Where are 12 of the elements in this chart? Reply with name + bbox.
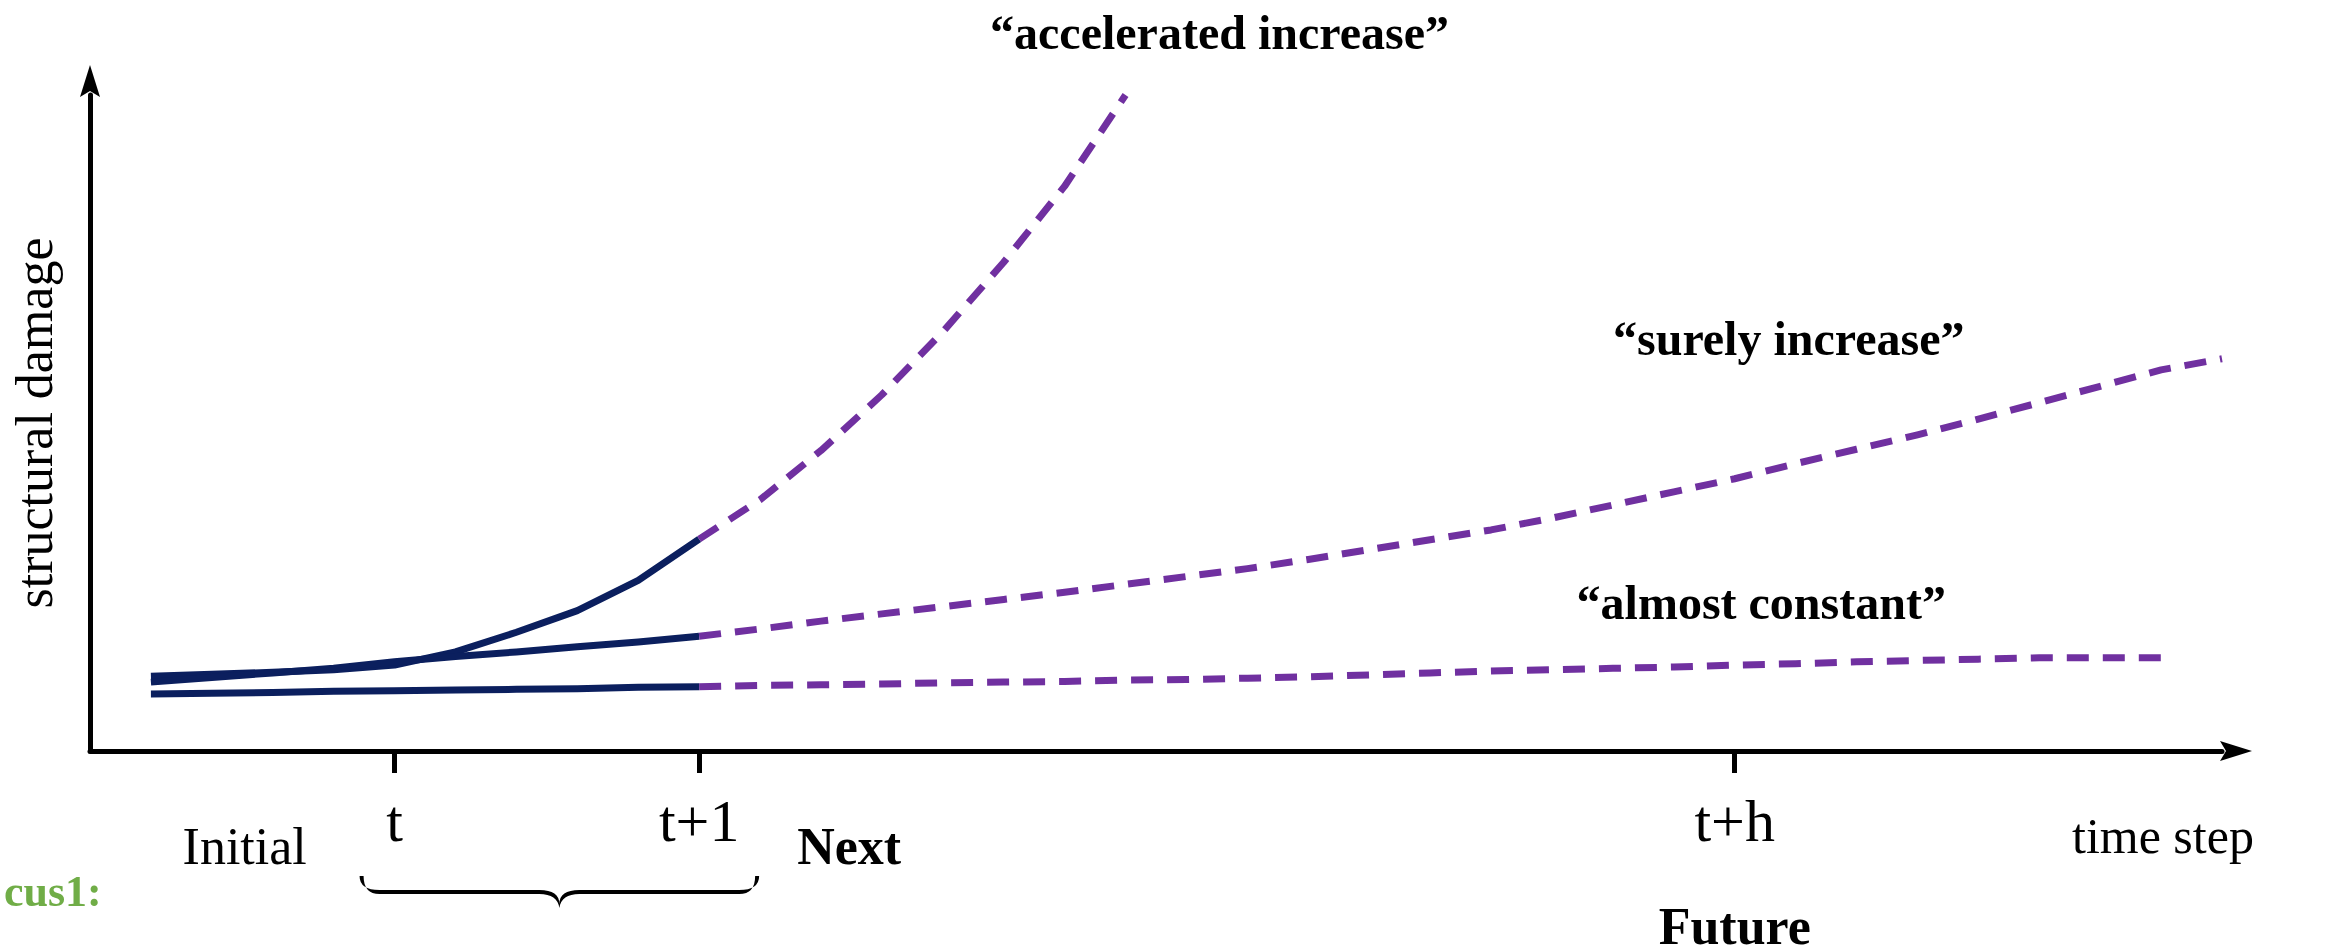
text: “accelerated increase”: [990, 6, 1449, 59]
series-label: “surely increase”: [1613, 311, 1965, 365]
x-tick-label: t+1: [658, 788, 740, 854]
text: cus1:: [4, 867, 102, 916]
x-tick-label: t+h: [1694, 788, 1775, 854]
text: Initial: [182, 818, 307, 875]
x-axis-title: time step: [2072, 808, 2254, 864]
series-label: “almost constant”: [1576, 575, 1946, 629]
x-tick-label: t: [386, 788, 404, 854]
text: Future: [1658, 898, 1811, 950]
text: Next: [797, 818, 902, 875]
y-axis-title: structural damage: [5, 237, 63, 609]
